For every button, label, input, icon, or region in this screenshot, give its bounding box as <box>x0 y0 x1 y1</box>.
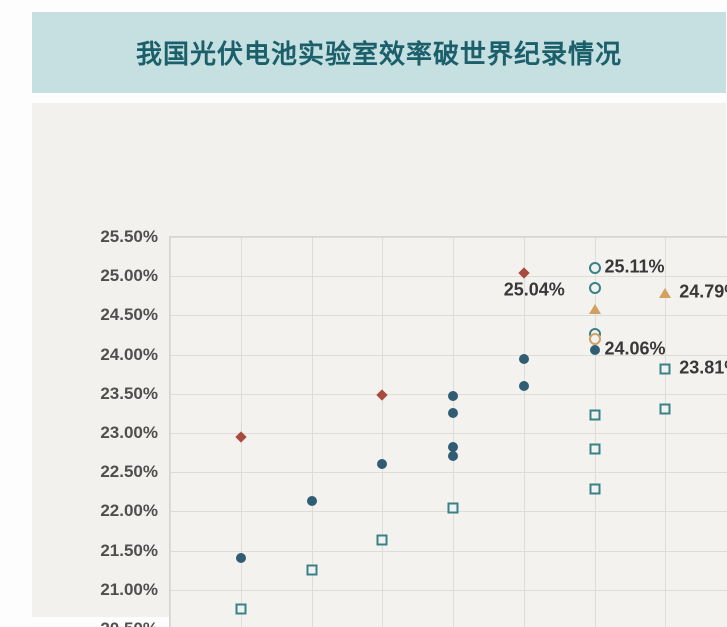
y-tick-label: 22.50% <box>100 462 158 482</box>
data-point-单晶电池 <box>448 391 458 402</box>
data-point-多晶电池 <box>659 363 671 375</box>
data-point-IBC电池 <box>376 388 388 401</box>
data-label: 23.81% <box>679 357 727 378</box>
data-point-多晶电池 <box>589 409 600 421</box>
data-point-异质结电池 <box>588 281 601 294</box>
data-point-多晶电池 <box>376 534 388 546</box>
data-point-单晶电池 <box>448 442 458 453</box>
horizontal-gridline <box>170 550 727 552</box>
horizontal-gridline <box>170 315 727 317</box>
data-label: 25.11% <box>604 256 665 277</box>
data-point-单晶电池 <box>518 353 529 364</box>
data-point-单晶电池 <box>377 458 388 469</box>
vertical-gridline <box>170 237 171 627</box>
data-point-单晶电池 <box>518 380 529 391</box>
y-tick-label: 21.50% <box>100 540 158 560</box>
horizontal-gridline <box>170 472 727 474</box>
data-point-单晶TOPCon <box>659 287 672 298</box>
data-point-单晶TOPCon <box>588 304 601 315</box>
data-label: 25.04% <box>503 279 565 300</box>
chart-panel: 25.50% 25.00% 24.50% 24.00% 23.50% 23.00% 22.5… <box>32 103 727 627</box>
data-point-多晶电池 <box>306 564 317 576</box>
data-label: 24.06% <box>604 338 666 359</box>
data-point-单晶电池 <box>306 496 317 507</box>
horizontal-gridline <box>170 276 727 278</box>
y-tick-label: 20.50% <box>62 620 158 627</box>
y-tick-label: 22.00% <box>100 501 158 521</box>
data-point-单晶TOPCon <box>588 332 601 345</box>
data-point-异质结电池 <box>588 261 601 274</box>
vertical-gridline <box>665 237 667 627</box>
data-point-多晶电池 <box>235 603 247 615</box>
y-tick-label: 24.00% <box>100 344 158 364</box>
vertical-gridline <box>453 237 454 627</box>
data-label: 24.79% <box>679 281 727 302</box>
horizontal-gridline <box>170 237 727 238</box>
data-point-单晶电池 <box>589 344 600 355</box>
plot-area <box>169 236 727 627</box>
title-banner: 我国光伏电池实验室效率破世界纪录情况 <box>32 12 726 93</box>
data-point-单晶电池 <box>235 553 246 564</box>
data-point-多晶电池 <box>589 443 600 455</box>
vertical-gridline <box>523 237 525 627</box>
y-tick-label: 24.50% <box>100 305 158 325</box>
data-point-单晶电池 <box>448 450 458 461</box>
y-tick-label: 25.00% <box>100 266 158 286</box>
horizontal-gridline <box>170 433 727 434</box>
y-tick-label: 25.50% <box>100 227 158 246</box>
horizontal-gridline <box>170 589 727 591</box>
data-point-多晶电池 <box>447 502 459 514</box>
data-point-多晶电池 <box>589 483 600 495</box>
data-point-单晶电池 <box>448 407 458 418</box>
vertical-gridline <box>594 237 596 627</box>
vertical-gridline <box>382 237 384 627</box>
data-point-多晶电池 <box>659 403 671 415</box>
horizontal-gridline <box>170 354 727 356</box>
vertical-gridline <box>311 237 313 627</box>
y-tick-label: 23.50% <box>100 383 158 403</box>
y-tick-label: 23.00% <box>100 423 158 442</box>
y-tick-label: 21.00% <box>100 579 158 599</box>
chart-title: 我国光伏电池实验室效率破世界纪录情况 <box>135 39 622 69</box>
